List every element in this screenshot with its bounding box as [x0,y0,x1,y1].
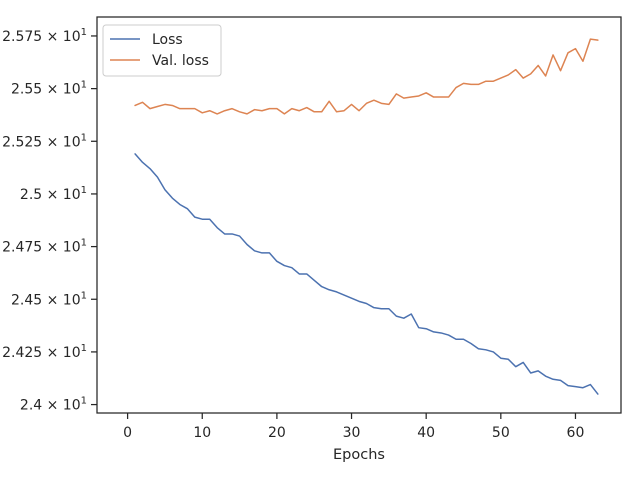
series-layer [134,38,599,395]
legend: Loss Val. loss [102,24,222,77]
axes-frame [96,16,622,414]
x-tick-label: 60 [567,425,585,441]
y-axis: 2.4 × 101 2.425 × 101 2.45 × 101 2.475 × 10… [2,27,97,414]
legend-box [102,24,222,77]
x-tick-label: 50 [492,425,510,441]
y-tick-label: 2.525 × 101 [2,132,87,150]
x-tick-label: 30 [343,425,361,441]
y-tick-label: 2.55 × 101 [11,80,87,98]
x-axis: 0 10 20 30 40 50 60 [123,413,584,441]
y-tick-label: 2.425 × 101 [2,343,87,361]
x-tick-label: 40 [417,425,435,441]
y-tick-label: 2.575 × 101 [2,27,87,45]
series-line-1 [134,153,599,395]
x-tick-label: 0 [123,425,132,441]
x-tick-label: 20 [268,425,286,441]
y-tick-label: 2.5 × 101 [20,185,87,203]
x-tick-label: 10 [193,425,211,441]
y-tick-label: 2.475 × 101 [2,238,87,256]
series-line-2 [134,38,599,115]
x-axis-label: Epochs [333,447,385,463]
plot-area [96,16,622,414]
legend-label-1: Loss [152,32,183,48]
y-tick-label: 2.45 × 101 [11,290,87,308]
legend-label-2: Val. loss [152,53,209,69]
y-tick-label: 2.4 × 101 [20,396,87,414]
